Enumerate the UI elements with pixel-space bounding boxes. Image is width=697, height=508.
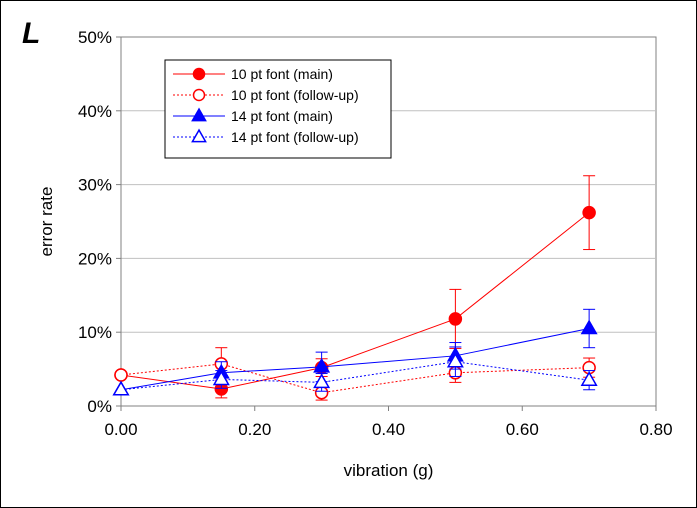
data-point: [114, 368, 128, 382]
legend-item: 14 pt font (follow-up): [173, 128, 359, 145]
x-tick-label: 0.20: [238, 420, 271, 439]
data-point: [582, 205, 596, 220]
y-tick-label: 20%: [78, 249, 112, 268]
x-tick-label: 0.40: [372, 420, 405, 439]
series-4: [112, 346, 598, 396]
legend-item: 10 pt font (main): [173, 66, 333, 82]
data-point: [192, 88, 206, 102]
data-point: [313, 357, 331, 373]
data-point: [191, 107, 207, 122]
data-point: [191, 128, 207, 143]
y-tick-label: 50%: [78, 28, 112, 47]
y-tick-label: 10%: [78, 323, 112, 342]
y-tick-label: 30%: [78, 176, 112, 195]
x-tick-label: 0.00: [104, 420, 137, 439]
panel-label: L: [22, 17, 40, 50]
legend-label: 14 pt font (main): [231, 108, 333, 124]
legend-item: 10 pt font (follow-up): [173, 87, 359, 103]
data-point: [580, 319, 598, 335]
data-point: [448, 312, 463, 326]
x-tick-label: 0.60: [506, 420, 539, 439]
data-point: [192, 67, 206, 81]
y-tick-label: 0%: [87, 397, 112, 416]
x-tick-label: 0.80: [639, 420, 672, 439]
legend-label: 10 pt font (main): [231, 66, 333, 82]
data-point: [212, 370, 230, 386]
data-point: [112, 380, 130, 396]
y-axis-label: error rate: [37, 187, 56, 257]
legend-item: 14 pt font (main): [173, 107, 333, 124]
y-tick-label: 40%: [78, 102, 112, 121]
x-axis-label: vibration (g): [344, 461, 434, 480]
data-point: [446, 352, 464, 368]
data-point: [580, 371, 598, 386]
series-layer: [112, 175, 598, 401]
legend-label: 14 pt font (follow-up): [231, 129, 359, 145]
legend-label: 10 pt font (follow-up): [231, 87, 359, 103]
data-point: [313, 373, 331, 389]
legend: 10 pt font (main) 10 pt font (follow-up) 1…: [164, 59, 392, 159]
axes: 0% 10% 20% 30% 40% 50% 0.00 0.20 0.40 0.60 0.80: [78, 28, 673, 439]
